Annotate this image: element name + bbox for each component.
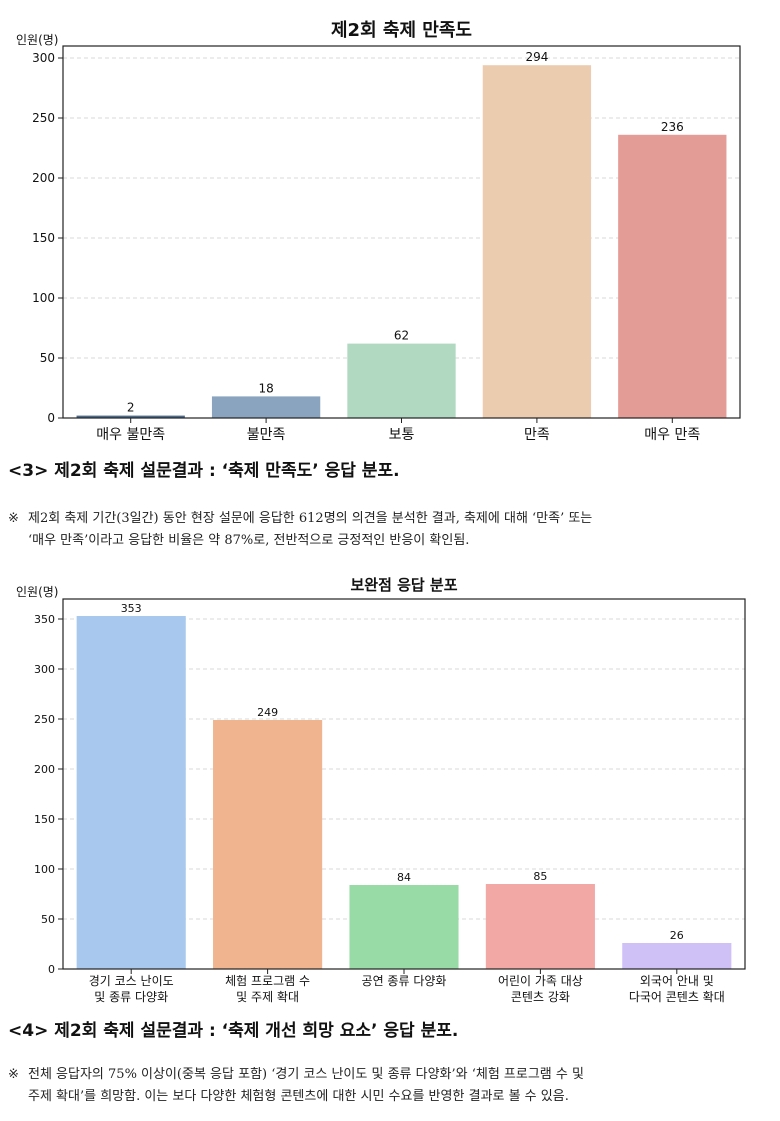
y-tick-label: 0: [47, 411, 55, 425]
x-tick-label: 매우 만족: [644, 427, 700, 443]
bar: [485, 884, 595, 969]
bar: [76, 616, 186, 969]
note-text-line1: 제2회 축제 기간(3일간) 동안 현장 설문에 응답한 612명의 의견을 분…: [28, 511, 593, 526]
bar: [211, 396, 321, 418]
y-tick-label: 100: [32, 291, 55, 305]
bar: [622, 943, 732, 969]
note-mark: ※: [8, 511, 19, 526]
y-tick-label: 50: [40, 351, 55, 365]
data-label: 353: [121, 602, 142, 615]
bar: [618, 134, 727, 419]
data-label: 18: [258, 381, 273, 395]
y-tick-label: 200: [32, 171, 55, 185]
data-label: 26: [670, 929, 684, 942]
x-tick-label: 경기 코스 난이도: [89, 974, 174, 988]
y-tick-label: 100: [34, 863, 55, 876]
y-tick-label: 150: [32, 231, 55, 245]
chart-title: 제2회 축제 만족도: [331, 20, 472, 41]
x-tick-label: 다국어 콘텐츠 확대: [629, 990, 725, 1004]
x-tick-label: 콘텐츠 강화: [511, 990, 570, 1004]
bar: [213, 720, 323, 969]
improvement-note: ※ 전체 응답자의 75% 이상이(중복 응답 포함) ‘경기 코스 난이도 및 …: [8, 1064, 770, 1108]
x-tick-label: 체험 프로그램 수: [225, 974, 310, 988]
y-tick-label: 150: [34, 813, 55, 826]
x-tick-label: 매우 불만족: [96, 427, 165, 443]
x-tick-label: 및 주제 확대: [236, 990, 299, 1004]
note-text-line2: ‘매우 만족’이라고 응답한 비율은 약 87%로, 전반적으로 긍정적인 반응…: [28, 533, 470, 548]
y-tick-label: 200: [34, 763, 55, 776]
figure-caption-4: <4> 제2회 축제 설문결과 : ‘축제 개선 희망 요소’ 응답 분포.: [8, 1021, 459, 1041]
y-tick-label: 250: [34, 713, 55, 726]
y-tick-label: 300: [32, 51, 55, 65]
bar: [482, 65, 592, 418]
y-tick-label: 350: [34, 613, 55, 626]
y-tick-label: 250: [32, 111, 55, 125]
data-label: 84: [397, 871, 411, 884]
y-axis-label: 인원(명): [16, 33, 58, 47]
data-label: 249: [257, 706, 278, 719]
data-label: 294: [525, 50, 548, 64]
note-text-line2: 주제 확대’를 희망함. 이는 보다 다양한 체험형 콘텐츠에 대한 시민 수요…: [28, 1089, 569, 1104]
satisfaction-note: ※ 제2회 축제 기간(3일간) 동안 현장 설문에 응답한 612명의 의견을 …: [8, 508, 770, 552]
plot-frame: [62, 598, 746, 970]
x-tick-label: 보통: [389, 427, 415, 443]
note-mark: ※: [8, 1067, 19, 1082]
x-tick-label: 불만족: [247, 427, 286, 443]
bar: [349, 885, 459, 969]
x-tick-label: 및 종류 다양화: [94, 990, 168, 1004]
x-tick-label: 만족: [524, 427, 550, 443]
plot-frame: [62, 45, 741, 419]
y-tick-label: 50: [41, 913, 55, 926]
data-label: 236: [661, 120, 684, 134]
x-tick-label: 공연 종류 다양화: [362, 974, 447, 988]
y-tick-label: 0: [48, 963, 55, 976]
note-text-line1: 전체 응답자의 75% 이상이(중복 응답 포함) ‘경기 코스 난이도 및 종…: [28, 1067, 584, 1082]
y-tick-label: 300: [34, 663, 55, 676]
data-label: 85: [533, 870, 547, 883]
data-label: 2: [127, 401, 135, 415]
x-tick-label: 외국어 안내 및: [640, 974, 714, 988]
bar: [76, 415, 185, 418]
figure-caption-3: <3> 제2회 축제 설문결과 : ‘축제 만족도’ 응답 분포.: [8, 461, 400, 481]
x-tick-label: 어린이 가족 대상: [498, 974, 583, 988]
data-label: 62: [394, 329, 409, 343]
y-axis-label: 인원(명): [16, 585, 58, 599]
bar: [347, 343, 456, 418]
chart-title: 보완점 응답 분포: [350, 576, 457, 594]
